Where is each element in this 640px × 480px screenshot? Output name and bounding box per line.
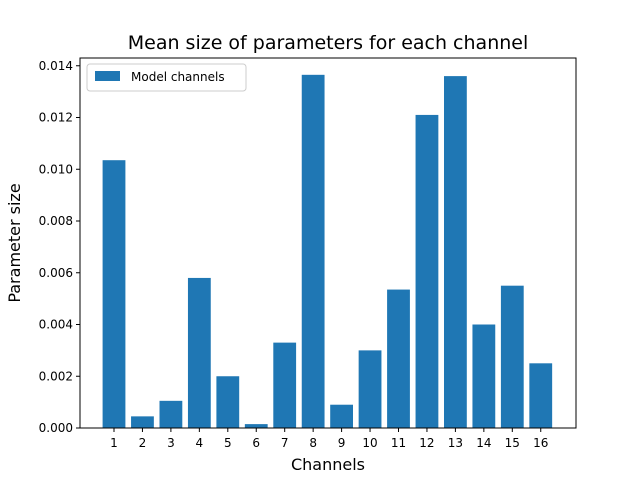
bar-channel-13 [444, 76, 467, 429]
x-tick-label: 9 [338, 436, 346, 450]
x-tick-label: 3 [167, 436, 175, 450]
y-tick-label: 0.002 [39, 369, 73, 383]
x-tick-label: 15 [505, 436, 520, 450]
x-tick-label: 10 [362, 436, 377, 450]
x-tick-label: 7 [281, 436, 289, 450]
bar-channel-16 [529, 363, 553, 428]
x-tick-label: 4 [196, 436, 204, 450]
chart-title: Mean size of parameters for each channel [128, 32, 529, 54]
bar-channel-14 [472, 324, 496, 428]
y-tick-label: 0.012 [39, 111, 73, 125]
bar-channel-8 [301, 74, 325, 428]
x-tick-label: 8 [309, 436, 317, 450]
x-tick-label: 6 [252, 436, 260, 450]
bar-channel-15 [500, 285, 524, 428]
bar-channel-6 [244, 424, 268, 428]
x-tick-label: 1 [110, 436, 118, 450]
x-axis-title: Channels [291, 455, 365, 474]
bars-group [102, 74, 553, 429]
y-tick-label: 0.006 [39, 266, 73, 280]
x-tick-label: 11 [391, 436, 406, 450]
y-tick-label: 0.014 [39, 59, 73, 73]
plot-frame [79, 57, 577, 429]
y-axis-title: Parameter size [5, 183, 24, 302]
bar-channel-3 [159, 400, 183, 428]
bar-channel-1 [102, 160, 126, 428]
x-tick-label: 13 [448, 436, 463, 450]
x-axis: 1 2 3 4 5 6 7 8 9 10 11 12 13 14 15 16 [110, 428, 548, 450]
bar-channel-11 [387, 289, 410, 428]
y-tick-label: 0.008 [39, 214, 73, 228]
x-tick-label: 2 [139, 436, 147, 450]
legend-box [86, 63, 247, 92]
y-tick-label: 0.010 [39, 162, 73, 176]
x-tick-label: 5 [224, 436, 232, 450]
y-tick-label: 0.004 [39, 318, 73, 332]
bar-channel-5 [216, 376, 240, 428]
x-tick-label: 16 [533, 436, 548, 450]
bar-channel-2 [131, 416, 154, 428]
legend: Model channels [86, 63, 247, 92]
x-tick-label: 12 [419, 436, 434, 450]
bar-channel-4 [187, 277, 211, 428]
legend-label: Model channels [131, 70, 225, 84]
y-axis: 0.000 0.002 0.004 0.006 0.008 0.010 0.012 0.014 [39, 59, 80, 435]
x-tick-label: 14 [476, 436, 491, 450]
bar-channel-7 [273, 342, 297, 428]
y-tick-label: 0.000 [39, 421, 73, 435]
bar-channel-10 [358, 350, 382, 428]
bar-channel-12 [415, 114, 439, 429]
legend-swatch [95, 71, 120, 81]
bar-channel-9 [330, 404, 353, 428]
